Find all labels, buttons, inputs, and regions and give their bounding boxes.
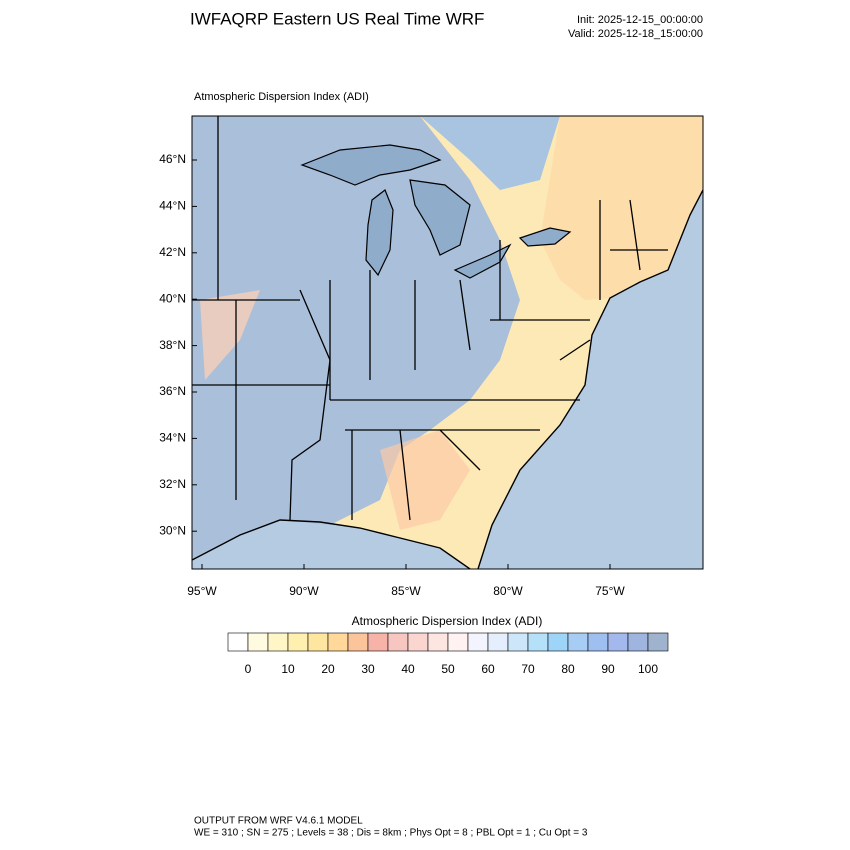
colorbar-label: 70: [521, 662, 535, 676]
colorbar-box: [607, 632, 629, 652]
lat-label: 46°N: [159, 152, 186, 166]
lat-label: 40°N: [159, 291, 186, 305]
colorbar-box: [387, 632, 409, 652]
state-borders: [192, 116, 668, 521]
colorbar-label: 90: [601, 662, 615, 676]
colorbar-box: [267, 632, 289, 652]
lake-michigan: [365, 189, 394, 277]
colorbar-box: [407, 632, 429, 652]
colorbar-box: [447, 632, 469, 652]
colorbar: 0 10 20 30 40 50 60 70 80 90 100: [227, 632, 669, 676]
colorbar-label: 0: [245, 662, 252, 676]
colorbar-label: 30: [361, 662, 375, 676]
lon-axis: 95°W 90°W 85°W 80°W 75°W: [187, 564, 625, 598]
colorbar-label: 40: [401, 662, 415, 676]
lon-label: 90°W: [289, 584, 319, 598]
colorbar-label: 50: [441, 662, 455, 676]
lon-label: 75°W: [595, 584, 625, 598]
init-time: Init: 2025-12-15_00:00:00: [577, 14, 703, 26]
lat-label: 34°N: [159, 431, 186, 445]
lat-label: 32°N: [159, 477, 186, 491]
colorbar-box: [227, 632, 249, 652]
coastline: [477, 189, 703, 569]
lat-label: 38°N: [159, 338, 186, 352]
valid-time: Valid: 2025-12-18_15:00:00: [568, 28, 703, 40]
lat-label: 36°N: [159, 384, 186, 398]
colorbar-box: [347, 632, 369, 652]
footer-line: OUTPUT FROM WRF V4.6.1 MODEL: [194, 816, 363, 827]
colorbar-label: 20: [321, 662, 335, 676]
colorbar-box: [427, 632, 449, 652]
colorbar-label: 100: [638, 662, 658, 676]
lon-label: 95°W: [187, 584, 217, 598]
lake-huron: [409, 179, 471, 256]
colorbar-box: [647, 632, 669, 652]
colorbar-box: [287, 632, 309, 652]
colorbar-box: [467, 632, 489, 652]
colorbar-box: [547, 632, 569, 652]
colorbar-label: 60: [481, 662, 495, 676]
lon-label: 85°W: [391, 584, 421, 598]
land-northeast: [540, 116, 703, 300]
map-frame: [191, 115, 704, 570]
map: 46°N 44°N 42°N 40°N 38°N 36°N 34°N 32°N 30°N 95°…: [159, 115, 704, 598]
colorbar-box: [587, 632, 609, 652]
lat-label: 42°N: [159, 245, 186, 259]
colorbar-box: [487, 632, 509, 652]
page-title: IWFAQRP Eastern US Real Time WRF: [190, 9, 484, 28]
lat-axis: 46°N 44°N 42°N 40°N 38°N 36°N 34°N 32°N 30°N: [159, 152, 197, 537]
colorbar-title: Atmospheric Dispersion Index (ADI): [352, 614, 543, 628]
lat-label: 44°N: [159, 199, 186, 213]
colorbar-box: [507, 632, 529, 652]
coastline: [192, 519, 471, 569]
colorbar-label: 80: [561, 662, 575, 676]
low-adi-patch: [200, 290, 260, 380]
lat-label: 30°N: [159, 523, 186, 537]
colorbar-box: [327, 632, 349, 652]
footer-line: WE = 310 ; SN = 275 ; Levels = 38 ; Dis …: [194, 828, 588, 839]
canada: [420, 116, 560, 190]
lake-superior: [300, 144, 442, 186]
lake-ontario: [518, 227, 572, 247]
colorbar-box: [367, 632, 389, 652]
colorbar-box: [247, 632, 269, 652]
colorbar-box: [527, 632, 549, 652]
lake-erie: [453, 243, 512, 279]
colorbar-box: [307, 632, 329, 652]
colorbar-box: [567, 632, 589, 652]
lon-label: 80°W: [493, 584, 523, 598]
map-title: Atmospheric Dispersion Index (ADI): [194, 91, 369, 103]
colorbar-label: 10: [281, 662, 295, 676]
colorbar-box: [627, 632, 649, 652]
